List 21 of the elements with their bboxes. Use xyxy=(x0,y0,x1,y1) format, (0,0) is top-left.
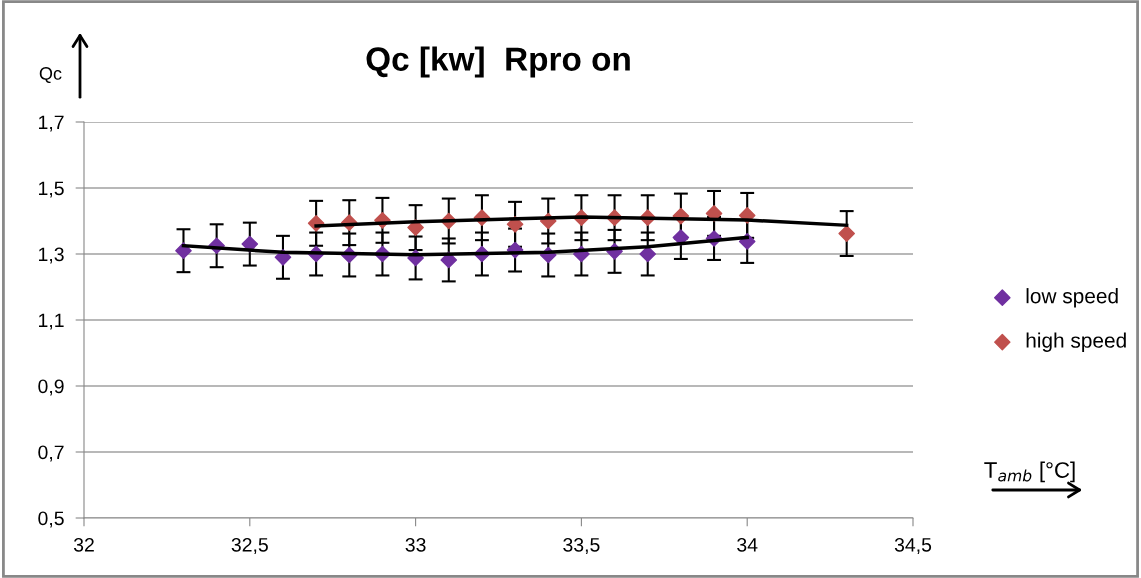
point xyxy=(705,205,723,222)
x-tick-label: 34 xyxy=(737,537,758,552)
y-tick-label: 1,3 xyxy=(39,247,64,264)
x-tick-label: 34,5 xyxy=(894,537,932,555)
point xyxy=(672,229,690,246)
x-tick-label: 33,5 xyxy=(563,537,600,555)
legend-label: low speed xyxy=(1026,288,1118,308)
y-tick-label: 0,7 xyxy=(38,445,64,462)
legend-label: high speed xyxy=(1026,332,1126,352)
x-tick-label: 32,5 xyxy=(231,537,268,555)
y-axis-title: Qc xyxy=(39,67,62,84)
point xyxy=(838,225,855,242)
y-tick-label: 0,9 xyxy=(38,379,64,396)
x-tick-label: 32 xyxy=(73,537,94,552)
chart-title: Qc [kw] Rpro on xyxy=(366,46,630,78)
y-tick-label: 1,5 xyxy=(39,181,64,198)
y-tick-label: 1,7 xyxy=(39,115,64,132)
y-tick-label: 1,1 xyxy=(39,313,64,330)
y-tick-label: 0,5 xyxy=(38,511,64,528)
x-axis-title: T$_{amb}$ [°C] xyxy=(984,461,1075,483)
x-tick-label: 33 xyxy=(405,537,426,552)
